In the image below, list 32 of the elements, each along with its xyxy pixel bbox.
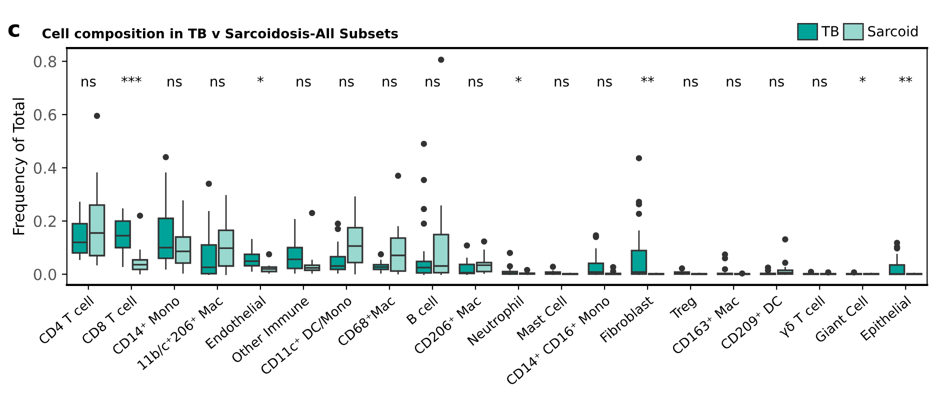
annotation: * xyxy=(257,76,264,82)
annotation: ** xyxy=(641,76,654,82)
annotation: ns xyxy=(468,78,483,87)
y-tick-label: 0.4 xyxy=(34,162,56,174)
annotation: ns xyxy=(82,78,96,87)
annotation: ns xyxy=(210,78,225,87)
annotation: ns xyxy=(382,78,397,87)
chart-title: Cell composition in TB v Sarcoidosis-All Subsets xyxy=(42,28,398,41)
annotation: ns xyxy=(168,78,182,87)
y-tick-label: 0.2 xyxy=(34,215,56,228)
annotation: ns xyxy=(812,78,827,87)
x-tick-label: Treg xyxy=(670,296,698,322)
annotation: ns xyxy=(554,78,569,87)
annotation: * xyxy=(860,76,866,82)
y-tick-label: 0.8 xyxy=(34,56,56,68)
annotation: *** xyxy=(121,76,142,82)
annotation: ns xyxy=(770,78,784,87)
annotation: * xyxy=(515,76,522,82)
annotation: ns xyxy=(598,78,612,87)
annotation: ns xyxy=(340,78,354,87)
annotation: ns xyxy=(426,78,440,87)
text: c xyxy=(8,24,20,37)
legend-label: Sarcoid xyxy=(868,26,918,36)
y-tick-label: 0.6 xyxy=(34,109,56,121)
annotation: ns xyxy=(296,78,311,87)
y-tick-label: 0.0 xyxy=(34,268,56,280)
x-tick-label: B cell xyxy=(406,295,438,325)
annotation: ns xyxy=(726,78,741,87)
y-axis-title: Frequency of Total xyxy=(12,98,28,234)
annotation: ns xyxy=(684,78,698,87)
legend-label: TB xyxy=(821,26,839,36)
annotation: ** xyxy=(899,76,912,82)
